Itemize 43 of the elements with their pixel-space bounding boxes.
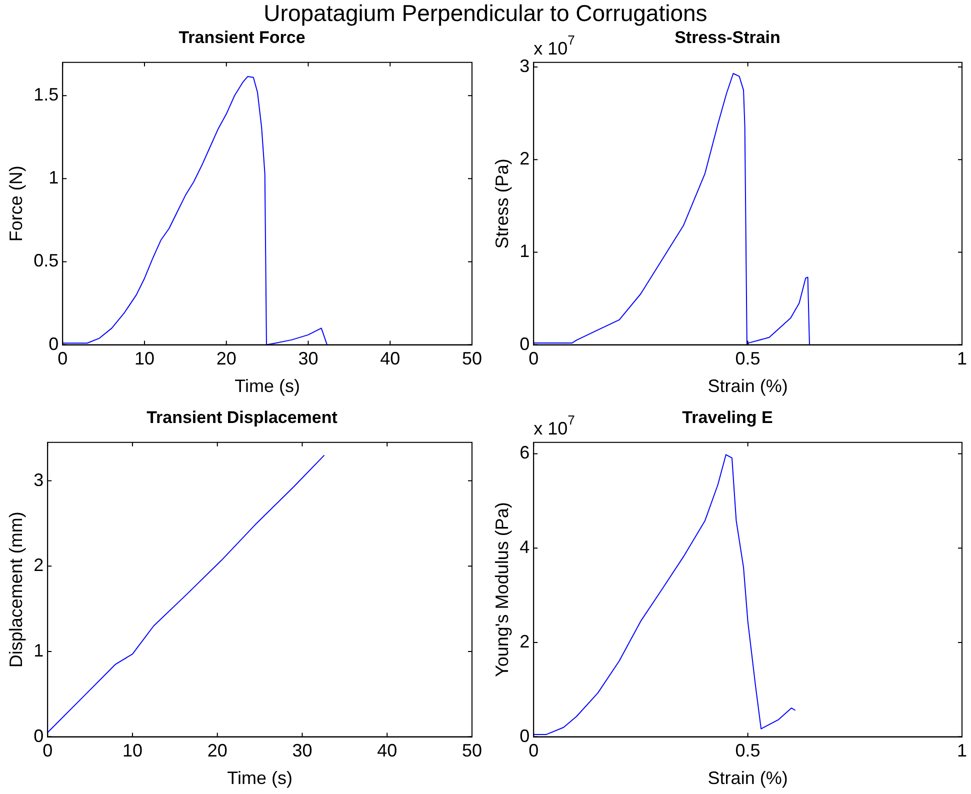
y-tick-label: 6 [520,442,530,463]
y-axis-title: Displacement (mm) [6,512,26,668]
chart-title: Stress-Strain [674,28,780,47]
x-tick-label: 50 [462,348,482,369]
y-tick-label: 0 [520,726,530,746]
y-tick-label: 3 [520,56,530,76]
y-tick-label: 3 [34,470,44,490]
x-axis-title: Strain (%) [708,768,788,788]
x-tick-label: 1 [956,740,967,761]
y-tick-label: 1 [48,168,59,188]
y-tick-label: 1.5 [34,84,59,105]
y-tick-label: 1 [520,241,530,262]
y-tick-label: 0 [34,726,44,746]
y-tick-label: 0.5 [34,250,59,271]
x-axis-title: Time (s) [227,768,292,788]
text: Uropatagium Perpendicular to Corrugations [262,0,708,26]
x-tick-label: 40 [377,740,398,761]
x-tick-label: 10 [122,740,142,761]
x-tick-label: 0.5 [735,740,760,761]
x-tick-label: 40 [380,348,400,369]
chart-title: Traveling E [682,408,773,427]
x-tick-label: 50 [462,740,482,761]
y-tick-label: 2 [520,148,530,169]
x-tick-label: 20 [207,740,228,761]
x-tick-label: 1 [956,348,967,369]
x-tick-label: 20 [216,348,236,369]
y-axis-title: Young's Modulus (Pa) [492,502,512,678]
x-axis-title: Strain (%) [708,376,788,396]
y-axis-title: Force (N) [6,166,26,242]
y-tick-label: 4 [520,537,530,558]
chart-title: Transient Displacement [146,408,338,427]
y-axis-title: Stress (Pa) [492,158,512,249]
x-tick-label: 30 [292,740,312,761]
y-tick-label: 2 [34,555,44,576]
x-tick-label: 0.5 [735,348,760,369]
chart-title: Transient Force [178,28,306,47]
x-axis-title: Time (s) [234,376,300,396]
y-tick-label: 1 [34,640,44,660]
y-tick-label: 2 [520,631,530,652]
x-tick-label: 10 [134,348,155,369]
x-tick-label: 30 [298,348,318,369]
y-tick-label: 0 [520,334,530,354]
y-tick-label: 0 [48,334,59,354]
